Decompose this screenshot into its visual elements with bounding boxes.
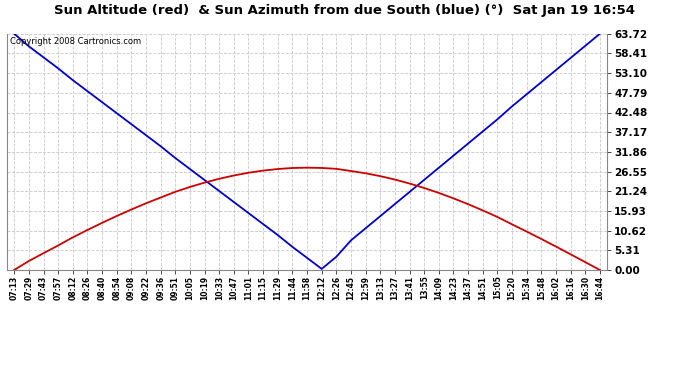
Text: Sun Altitude (red)  & Sun Azimuth from due South (blue) (°)  Sat Jan 19 16:54: Sun Altitude (red) & Sun Azimuth from du… <box>55 4 635 17</box>
Text: Copyright 2008 Cartronics.com: Copyright 2008 Cartronics.com <box>10 37 141 46</box>
